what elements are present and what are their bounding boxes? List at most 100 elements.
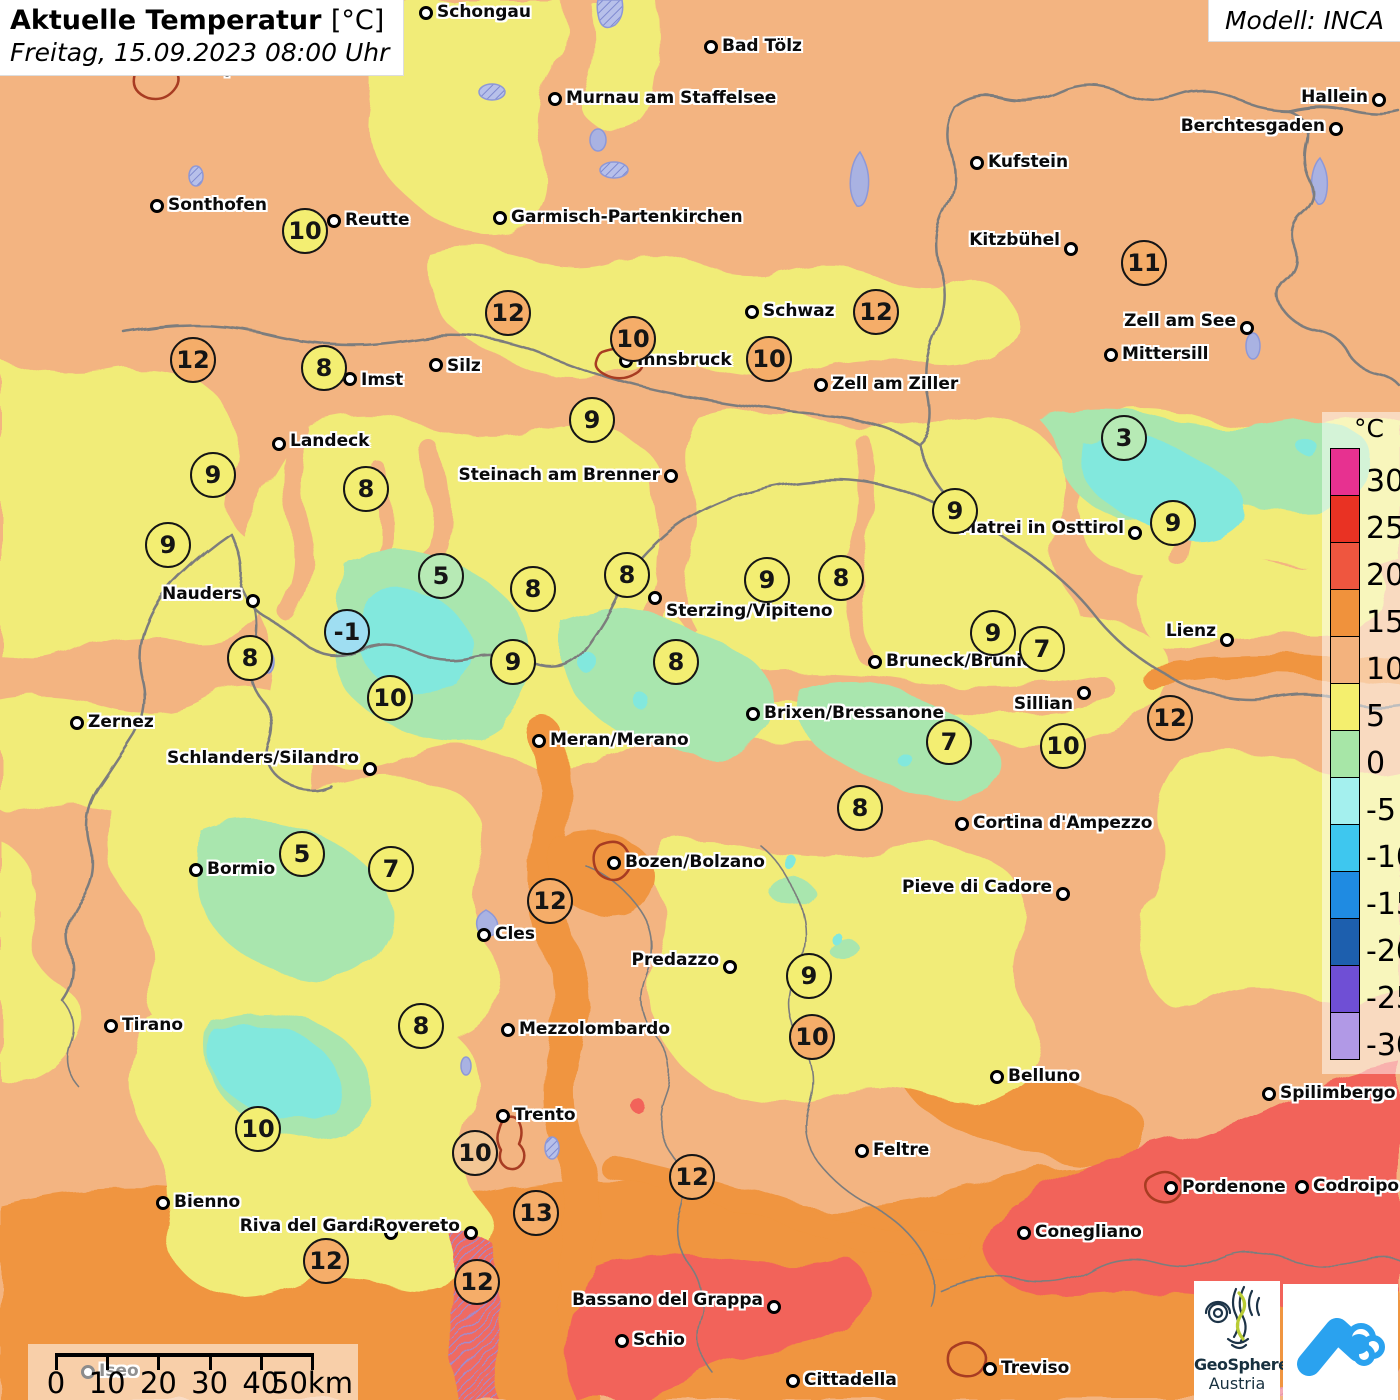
legend-color-segment [1331,590,1359,637]
city-dot-icon [1329,122,1343,136]
city-dot-icon [1056,887,1070,901]
station-temperature-value: 11 [1121,240,1167,286]
city-dot-icon [970,156,984,170]
city-label: Garmisch-Partenkirchen [511,207,743,227]
station-temperature-value: 7 [1019,626,1065,672]
station-temperature-value: 8 [818,555,864,601]
city-label: Meran/Merano [550,730,689,750]
legend-tick-label: 20 [1366,558,1400,593]
legend-tick-label: -15 [1366,887,1400,922]
city-dot-icon [648,591,662,605]
city-label: Brixen/Bressanone [764,703,944,723]
legend-tick-label: 0 [1366,746,1386,781]
city-dot-icon [767,1300,781,1314]
city-label: Kitzbühel [969,230,1060,250]
city-dot-icon [1262,1087,1276,1101]
legend-tick-label: -10 [1366,840,1400,875]
city-label: Sterzing/Vipiteno [666,601,833,621]
legend-tick-label: 30 [1366,464,1400,499]
city-dot-icon [814,378,828,392]
legend-color-segment [1331,731,1359,778]
station-temperature-value: 9 [744,557,790,603]
model-label: Modell: INCA [1208,0,1400,41]
station-temperature-value: 9 [190,452,236,498]
station-temperature-value: 8 [301,345,347,391]
station-temperature-value: 12 [303,1238,349,1284]
city-dot-icon [704,40,718,54]
borders [60,83,1400,1371]
page-title: Aktuelle Temperatur [°C] [10,5,385,36]
scale-bar-line [55,1353,311,1357]
city-dot-icon [1295,1180,1309,1194]
scale-tick-label: 20 [139,1366,177,1400]
scale-tick [157,1353,161,1370]
scale-tick-label: 0 [46,1366,66,1400]
city-label: Predazzo [631,950,719,970]
scale-tick-label: 40 [242,1366,280,1400]
city-dot-icon [343,372,357,386]
station-temperature-value: 8 [227,635,273,681]
legend-color-segment [1331,966,1359,1013]
legend-tick-label: -20 [1366,934,1400,969]
city-label: Treviso [1001,1358,1070,1378]
legend-tick-label: 5 [1366,699,1386,734]
city-dot-icon [1017,1226,1031,1240]
map-scale-bar: 0 10 20 30 40 50km [28,1344,358,1400]
city-dot-icon [1240,321,1254,335]
city-label: Steinach am Brenner [458,465,661,485]
city-dot-icon [868,655,882,669]
legend-color-segment [1331,1013,1359,1059]
city-dot-icon [501,1023,515,1037]
city-label: Berchtesgaden [1180,116,1325,136]
city-dot-icon [477,928,491,942]
station-temperature-value: 7 [926,719,972,765]
scale-tick [259,1353,263,1370]
scale-tick-label: 30 [191,1366,229,1400]
city-label: Tirano [122,1015,184,1035]
legend-color-segment [1331,825,1359,872]
station-temperature-value: 9 [786,953,832,999]
station-temperature-value: 13 [513,1190,559,1236]
city-dot-icon [786,1374,800,1388]
scale-tick-label: 50km [271,1366,353,1400]
city-label: Rovereto [372,1216,460,1236]
city-dot-icon [664,469,678,483]
city-label: Zell am Ziller [832,374,959,394]
contour-lines-icon [1204,1285,1261,1350]
city-dot-icon [1372,93,1386,107]
city-label: Matrei in Osttirol [959,518,1124,538]
city-label: Imst [361,370,404,390]
city-label: Pordenone [1182,1177,1286,1197]
station-temperature-value: 12 [669,1154,715,1200]
city-dot-icon [1077,686,1091,700]
city-label: Pieve di Cadore [902,877,1052,897]
city-dot-icon [1104,348,1118,362]
city-dot-icon [532,734,546,748]
city-label: Mittersill [1122,344,1209,364]
legend-color-segment [1331,919,1359,966]
legend-color-segment [1331,684,1359,731]
city-dot-icon [150,199,164,213]
city-label: Landeck [290,431,370,451]
city-dot-icon [607,856,621,870]
city-dot-icon [419,6,433,20]
legend-color-segment [1331,872,1359,919]
city-dot-icon [548,92,562,106]
city-label: Bad Tölz [722,36,802,56]
city-dot-icon [1220,633,1234,647]
station-temperature-value: 8 [837,785,883,831]
geosphere-austria-logo: GeoSphere Austria [1194,1281,1289,1400]
mountain-cloud-icon [1296,1318,1385,1376]
city-dot-icon [723,960,737,974]
city-label: Cles [495,924,535,944]
legend-unit-label: °C [1354,414,1384,443]
city-label: Bruneck/Brunico [886,651,1044,671]
station-temperature-value: 9 [490,639,536,685]
city-label: Trento [514,1105,576,1125]
city-dot-icon [429,358,443,372]
city-label: Mezzolombardo [519,1019,671,1039]
city-label: Schlanders/Silandro [167,748,359,768]
city-label: Belluno [1008,1066,1081,1086]
station-temperature-value: 9 [569,397,615,443]
